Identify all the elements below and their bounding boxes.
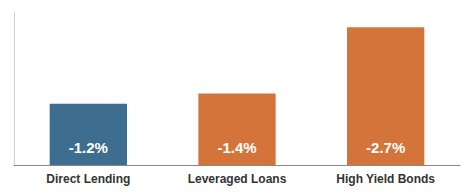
svg-text:-1.2%: -1.2%: [69, 139, 108, 156]
svg-text:-1.4%: -1.4%: [217, 139, 256, 156]
svg-text:-2.7%: -2.7%: [366, 139, 405, 156]
svg-text:Direct Lending: Direct Lending: [46, 172, 130, 186]
svg-text:High Yield Bonds: High Yield Bonds: [336, 172, 435, 186]
svg-text:Leveraged Loans: Leveraged Loans: [188, 172, 287, 186]
